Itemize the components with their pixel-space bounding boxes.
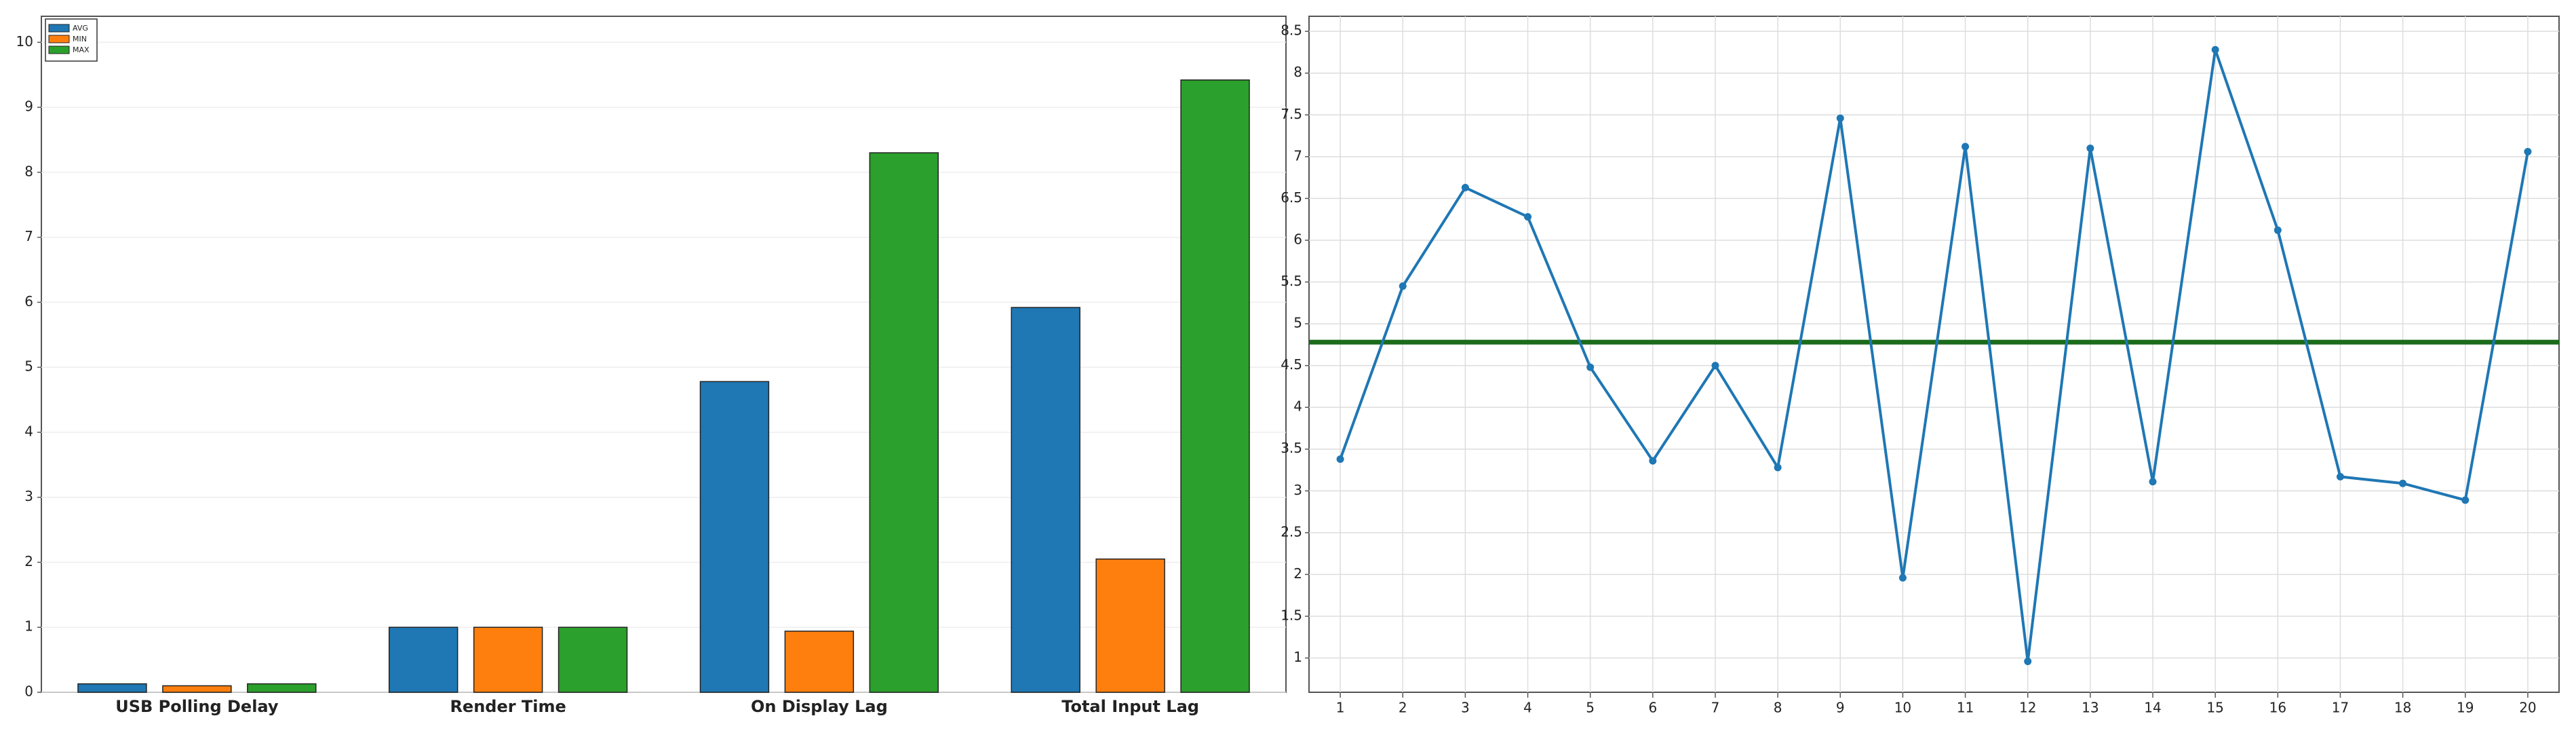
bar	[699, 381, 770, 693]
bar	[388, 626, 458, 693]
y-tick-label: 8	[24, 163, 33, 179]
x-tick-label: 5	[1586, 700, 1595, 716]
data-point	[2524, 147, 2532, 155]
x-tick-label: 7	[1711, 700, 1720, 716]
bar	[869, 152, 939, 693]
y-tick-label: 7	[1293, 147, 1302, 164]
x-tick-label: 9	[1836, 700, 1845, 716]
x-tick-label: 16	[2269, 700, 2286, 716]
data-point	[2399, 479, 2407, 487]
data-point	[1711, 362, 1719, 370]
y-tick-label: 0	[24, 683, 33, 700]
data-point	[2149, 478, 2157, 486]
bar	[473, 626, 543, 693]
data-point	[1836, 114, 1844, 122]
bar	[558, 626, 628, 693]
x-tick-label: 10	[1894, 700, 1911, 716]
legend-swatch	[48, 45, 70, 54]
x-tick-label: USB Polling Delay	[115, 697, 279, 716]
y-tick-label: 6	[1293, 231, 1302, 247]
y-tick-label: 3	[1293, 482, 1302, 498]
data-point	[1399, 282, 1407, 290]
legend-swatch	[48, 24, 70, 33]
y-tick-label: 9	[24, 98, 33, 115]
x-tick-label: 11	[1957, 700, 1974, 716]
y-tick-label: 10	[16, 33, 33, 50]
y-tick-label: 3.5	[1281, 440, 1302, 456]
x-tick-label: 20	[2519, 700, 2536, 716]
data-point	[2086, 145, 2094, 153]
data-line	[1339, 49, 2529, 662]
x-tick-label: Total Input Lag	[1061, 697, 1199, 716]
x-tick-label: 2	[1399, 700, 1407, 716]
y-tick-label: 4.5	[1281, 356, 1302, 373]
y-tick-label: 4	[24, 423, 33, 439]
x-tick-label: 15	[2206, 700, 2223, 716]
y-tick-label: 2	[24, 553, 33, 569]
y-tick-label: 7	[24, 228, 33, 244]
data-point	[2336, 472, 2344, 481]
x-tick-label: On Display Lag	[751, 697, 888, 716]
data-point	[2024, 657, 2032, 665]
x-tick-label: 18	[2394, 700, 2411, 716]
legend-label: MAX	[73, 45, 90, 54]
data-point	[2273, 226, 2282, 234]
x-tick-label: Render Time	[450, 697, 566, 716]
y-tick-label: 1.5	[1281, 607, 1302, 623]
legend-label: MIN	[73, 35, 87, 43]
data-point	[1524, 212, 1532, 221]
y-tick-label: 1	[24, 618, 33, 635]
bar	[1011, 307, 1080, 693]
data-point	[2211, 45, 2219, 54]
y-tick-label: 6.5	[1281, 189, 1302, 206]
x-tick-label: 13	[2082, 700, 2099, 716]
x-tick-label: 1	[1336, 700, 1345, 716]
y-tick-label: 2	[1293, 565, 1302, 582]
data-point	[1774, 464, 1782, 472]
y-tick-label: 6	[24, 293, 33, 309]
x-tick-label: 12	[2019, 700, 2036, 716]
bar	[77, 683, 147, 693]
bar	[1095, 558, 1165, 693]
y-tick-label: 1	[1293, 649, 1302, 665]
y-tick-label: 5	[24, 358, 33, 375]
bar	[1180, 79, 1250, 693]
y-tick-label: 5	[1293, 315, 1302, 331]
data-point	[1336, 455, 1344, 464]
x-tick-label: 4	[1523, 700, 1532, 716]
data-point	[1461, 183, 1469, 191]
legend-swatch	[48, 35, 70, 43]
data-point	[1649, 457, 1657, 465]
legend-label: AVG	[73, 24, 88, 33]
y-tick-label: 8.5	[1281, 22, 1302, 39]
y-tick-label: 2.5	[1281, 523, 1302, 540]
y-tick-label: 8	[1293, 64, 1302, 80]
bar	[247, 683, 317, 693]
y-tick-label: 7.5	[1281, 106, 1302, 122]
x-tick-label: 17	[2332, 700, 2349, 716]
y-tick-label: 4	[1293, 398, 1302, 415]
y-tick-label: 3	[24, 488, 33, 504]
x-tick-label: 19	[2457, 700, 2474, 716]
y-tick-label: 5.5	[1281, 273, 1302, 289]
x-tick-label: 14	[2144, 700, 2161, 716]
bar	[784, 631, 855, 693]
data-point	[2461, 496, 2470, 504]
data-point	[1962, 143, 1970, 151]
x-tick-label: 6	[1648, 700, 1657, 716]
bar	[162, 685, 232, 693]
data-point	[1898, 574, 1907, 582]
data-point	[1586, 363, 1595, 371]
x-tick-label: 3	[1461, 700, 1470, 716]
x-tick-label: 8	[1774, 700, 1782, 716]
